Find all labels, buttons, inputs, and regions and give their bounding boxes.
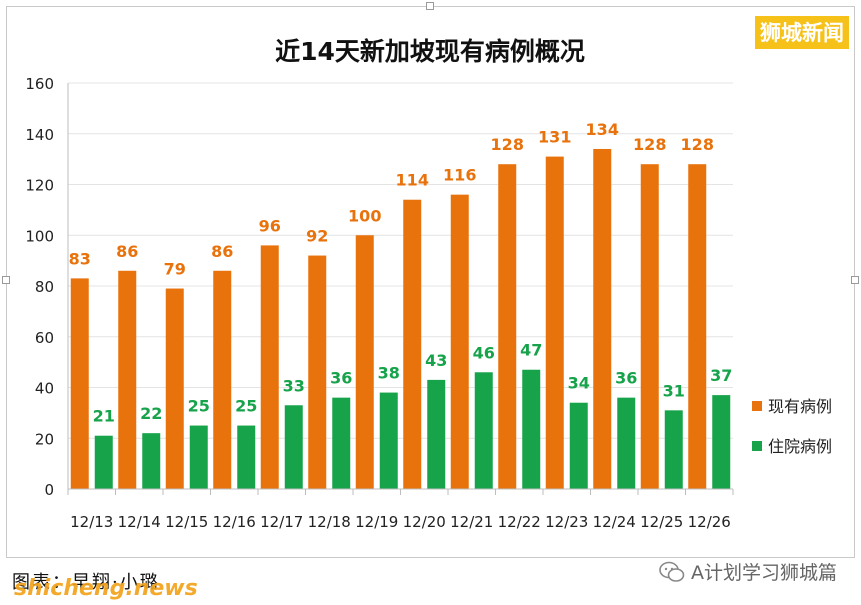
bar-hospital-12-17 <box>284 405 303 489</box>
bar-current-12-20 <box>403 199 422 489</box>
bar-hospital-12-21 <box>474 372 493 489</box>
bar-current-12-19 <box>355 235 374 489</box>
data-label: 92 <box>306 227 328 246</box>
bar-hospital-12-18 <box>332 397 351 489</box>
data-label: 86 <box>116 242 138 261</box>
resize-handle-left[interactable] <box>2 276 10 284</box>
site-watermark: shicheng.news <box>14 576 198 601</box>
data-label: 47 <box>520 341 542 360</box>
y-tick-label: 160 <box>25 75 54 93</box>
bar-hospital-12-26 <box>712 395 731 489</box>
bars: 83 86 79 86 96 92 100 114 116 128 131 134 128 128 21 22… <box>69 120 732 489</box>
x-tick-label: 12/22 <box>498 513 541 531</box>
y-tick-label: 0 <box>44 481 54 499</box>
bar-current-12-24 <box>593 148 612 489</box>
x-tick-label: 12/26 <box>688 513 731 531</box>
bar-current-12-14 <box>118 270 137 489</box>
bar-current-12-18 <box>308 255 327 489</box>
data-label: 33 <box>283 376 305 395</box>
data-label: 83 <box>69 249 91 268</box>
x-tick-label: 12/25 <box>640 513 683 531</box>
x-tick-label: 12/13 <box>70 513 113 531</box>
wechat-watermark: A计划学习狮城篇 <box>659 558 837 585</box>
bar-hospital-12-20 <box>427 379 446 489</box>
bar-current-12-17 <box>260 245 279 489</box>
data-label: 100 <box>348 206 381 225</box>
data-label: 37 <box>710 366 732 385</box>
y-tick-label: 80 <box>35 278 54 296</box>
resize-handle-top[interactable] <box>426 2 434 10</box>
bar-hospital-12-22 <box>522 369 541 489</box>
data-label: 22 <box>140 404 162 423</box>
data-label: 36 <box>330 369 352 388</box>
bar-current-12-25 <box>640 164 659 489</box>
bar-hospital-12-16 <box>237 425 256 489</box>
data-label: 34 <box>568 374 590 393</box>
y-tick-label: 100 <box>25 227 54 245</box>
brand-logo: 狮城新闻 <box>755 16 849 49</box>
y-tick-label: 40 <box>35 380 54 398</box>
y-tick-label: 20 <box>35 430 54 448</box>
wechat-icon <box>659 561 685 582</box>
data-label: 43 <box>425 351 447 370</box>
resize-handle-right[interactable] <box>851 276 859 284</box>
x-tick-label: 12/18 <box>308 513 351 531</box>
data-label: 116 <box>443 166 476 185</box>
x-tick-label: 12/14 <box>118 513 161 531</box>
x-tick-label: 12/15 <box>165 513 208 531</box>
data-label: 31 <box>663 381 685 400</box>
data-label: 25 <box>188 397 210 416</box>
x-axis: 12/13 12/14 12/15 12/16 12/17 12/18 12/19 12/20… <box>67 488 734 531</box>
y-axis: 0 20 40 60 80 100 120 140 160 <box>25 75 69 499</box>
x-tick-label: 12/16 <box>213 513 256 531</box>
bar-hospital-12-19 <box>379 392 398 489</box>
x-tick-label: 12/20 <box>403 513 446 531</box>
x-tick-label: 12/21 <box>450 513 493 531</box>
bar-hospital-12-15 <box>189 425 208 489</box>
bar-current-12-26 <box>688 164 707 489</box>
chart-title: 近14天新加坡现有病例概况 <box>275 37 585 66</box>
y-tick-label: 60 <box>35 329 54 347</box>
y-tick-label: 140 <box>25 126 54 144</box>
bar-hospital-12-14 <box>142 433 161 489</box>
data-label: 46 <box>473 343 495 362</box>
y-tick-label: 120 <box>25 177 54 195</box>
data-label: 36 <box>615 369 637 388</box>
data-label: 25 <box>235 397 257 416</box>
bar-hospital-12-24 <box>617 397 636 489</box>
data-label: 134 <box>586 120 619 139</box>
data-label: 114 <box>396 171 429 190</box>
data-label: 21 <box>93 407 115 426</box>
x-tick-label: 12/24 <box>593 513 636 531</box>
bar-hospital-12-25 <box>664 410 683 489</box>
bar-current-12-15 <box>165 288 184 489</box>
data-label: 86 <box>211 242 233 261</box>
bar-hospital-12-13 <box>94 435 113 489</box>
chart-credit: 图表：早翔·小璐 <box>12 572 160 593</box>
data-label: 128 <box>491 135 524 154</box>
data-label: 79 <box>164 260 186 279</box>
x-tick-label: 12/19 <box>355 513 398 531</box>
legend-swatch <box>752 441 762 451</box>
bar-current-12-22 <box>498 164 517 489</box>
bar-current-12-23 <box>545 156 564 489</box>
bar-current-12-16 <box>213 270 232 489</box>
legend-label: 现有病例 <box>768 397 832 416</box>
legend-label: 住院病例 <box>768 437 832 456</box>
bar-hospital-12-23 <box>569 402 588 489</box>
data-label: 131 <box>538 128 571 147</box>
data-label: 96 <box>259 216 281 235</box>
x-tick-label: 12/17 <box>260 513 303 531</box>
x-tick-label: 12/23 <box>545 513 588 531</box>
data-label: 38 <box>378 364 400 383</box>
wechat-label: A计划学习狮城篇 <box>691 562 837 584</box>
data-label: 128 <box>633 135 666 154</box>
bar-current-12-21 <box>450 194 469 489</box>
bar-current-12-13 <box>70 278 89 489</box>
data-label: 128 <box>681 135 714 154</box>
legend-swatch <box>752 401 762 411</box>
